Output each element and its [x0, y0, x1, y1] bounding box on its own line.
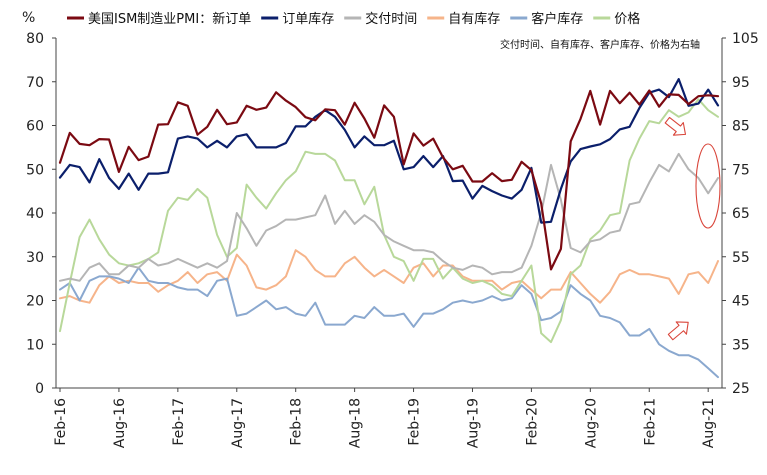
right-axis-tick-label: 75 [732, 162, 750, 178]
series-line-4 [59, 266, 719, 379]
legend-label-4: 客户库存 [531, 11, 583, 27]
series-line-3 [59, 249, 719, 304]
series-lines [58, 77, 720, 379]
right-axis-note: 交付时间、自有库存、客户库存、价格为右轴 [500, 38, 700, 51]
left-axis-tick-label: 30 [26, 250, 44, 266]
right-axis-tick-label: 105 [732, 31, 759, 47]
right-axis-tick-label: 95 [732, 75, 750, 91]
right-axis-tick-label: 25 [732, 381, 750, 397]
right-axis-tick-label: 45 [732, 294, 750, 310]
x-axis-tick-label: Aug-20 [583, 398, 599, 448]
x-axis-tick-label: Aug-16 [112, 398, 128, 448]
arrow-up-right [667, 321, 689, 341]
legend-label-2: 交付时间 [365, 11, 417, 27]
x-axis-tick-label: Feb-21 [642, 398, 658, 446]
series-line-1 [58, 77, 720, 224]
left-axis-tick-label: 0 [35, 381, 44, 397]
arrow-down-right [664, 116, 687, 136]
right-axis-tick-label: 85 [732, 119, 750, 135]
x-axis-tick-label: Aug-19 [465, 398, 481, 448]
x-axis-tick-label: Aug-17 [230, 398, 246, 448]
x-axis-tick-label: Feb-18 [289, 398, 305, 446]
right-axis-tick-label: 65 [732, 206, 750, 222]
series-line-2 [59, 152, 719, 282]
legend-label-1: 订单库存 [282, 11, 334, 27]
highlight-ellipse [695, 143, 721, 229]
arrow-outline [664, 116, 687, 136]
left-axis-tick-label: 70 [26, 75, 44, 91]
left-axis-tick-label: 60 [26, 119, 44, 135]
legend: 美国ISM制造业PMI：新订单 订单库存 交付时间 自有库存 客户库存 价格 [67, 11, 640, 27]
legend-label-3: 自有库存 [448, 11, 500, 27]
legend-label-5: 价格 [614, 11, 640, 27]
right-axis-tick-label: 55 [732, 250, 750, 266]
series-line-5 [59, 98, 719, 344]
x-axis-tick-label: Aug-18 [348, 398, 364, 448]
x-axis-tick-label: Aug-21 [701, 398, 717, 448]
x-axis-tick-label: Feb-16 [53, 398, 69, 446]
left-axis-tick-label: 20 [26, 294, 44, 310]
x-axis-tick-label: Feb-17 [171, 398, 187, 446]
axes: 0 10 20 30 40 50 60 70 80 25 35 45 55 65 75 85 95 105 Feb-… [26, 31, 759, 448]
left-axis-unit-label: % [22, 10, 35, 26]
right-axis-tick-label: 35 [732, 337, 750, 353]
series-line-0 [58, 89, 720, 271]
left-axis-tick-label: 80 [26, 31, 44, 47]
arrow-outline [667, 321, 689, 341]
x-axis-tick-label: Feb-20 [524, 398, 540, 446]
legend-label-0: 美国ISM制造业PMI：新订单 [88, 11, 251, 27]
left-axis-tick-label: 50 [26, 162, 44, 178]
left-axis-tick-label: 10 [26, 337, 44, 353]
x-axis-tick-label: Feb-19 [407, 398, 423, 446]
annotations [664, 116, 721, 341]
left-axis-tick-label: 40 [26, 206, 44, 222]
